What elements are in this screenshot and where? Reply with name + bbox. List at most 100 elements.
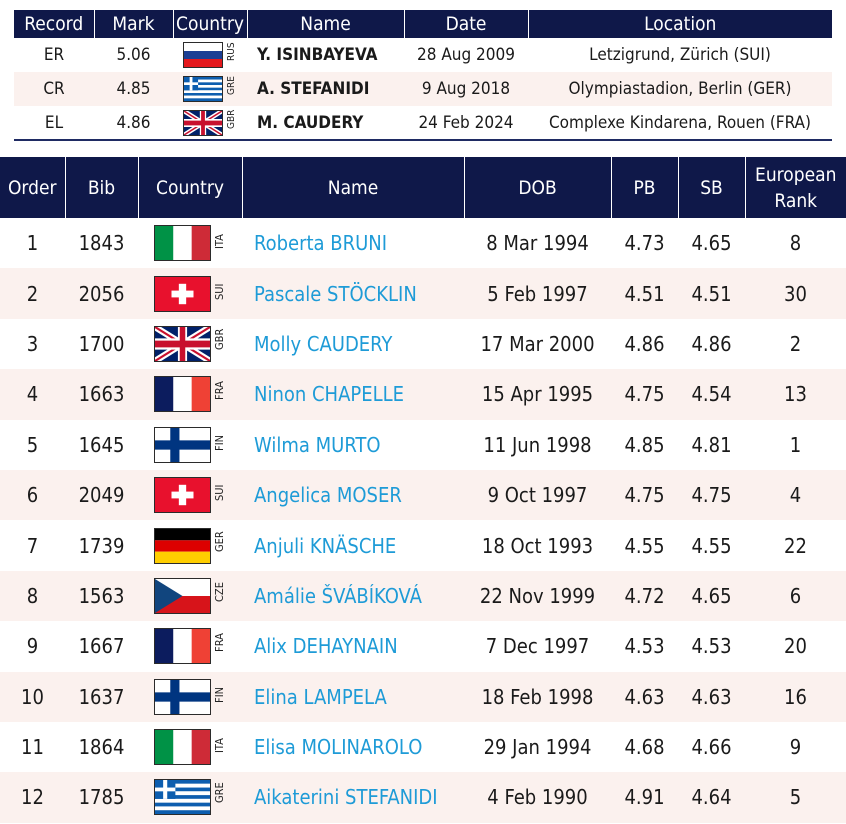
athlete-row: 10 1637 FIN Elina LAMPELA 18 Feb 1998 4.… xyxy=(0,671,846,722)
record-type: CR xyxy=(14,72,94,106)
athlete-order: 5 xyxy=(26,432,39,457)
record-location: Letzigrund, Zürich (SUI) xyxy=(589,45,771,65)
athlete-order: 2 xyxy=(0,268,65,319)
athlete-name-link[interactable]: Wilma MURTO xyxy=(254,432,381,457)
ger-flag-icon xyxy=(154,527,211,564)
rus-flag-icon xyxy=(182,42,223,68)
athlete-bib: 1645 xyxy=(78,432,125,457)
gre-flag-icon xyxy=(154,779,211,816)
athlete-row: 2 2056 SUI Pascale STÖCKLIN 5 Feb 1997 4… xyxy=(0,268,846,319)
athlete-order: 3 xyxy=(26,331,39,356)
athlete-name-link[interactable]: Pascale STÖCKLIN xyxy=(242,268,464,319)
header-country: Country xyxy=(138,157,243,218)
ita-flag-icon xyxy=(154,729,211,766)
ita-flag-icon xyxy=(154,225,211,262)
sui-flag-icon xyxy=(154,275,211,312)
fin-flag-icon xyxy=(154,426,211,463)
athlete-order: 11 xyxy=(21,735,44,760)
sui-flag-icon xyxy=(154,477,211,514)
athlete-pb: 4.86 xyxy=(624,331,665,356)
athlete-order: 8 xyxy=(0,570,65,622)
athlete-sb: 4.66 xyxy=(691,735,732,760)
country-code: FRA xyxy=(213,633,226,653)
record-country: GBR xyxy=(173,106,247,141)
athlete-pb: 4.75 xyxy=(611,469,678,521)
fra-flag-icon xyxy=(154,376,211,413)
header-dob: DOB xyxy=(464,157,612,218)
athlete-dob: 17 Mar 2000 xyxy=(480,331,595,356)
athlete-country: GBR xyxy=(138,319,242,369)
record-holder-name: A. STEFANIDI xyxy=(247,72,404,106)
athlete-name-link[interactable]: Anjuli KNÄSCHE xyxy=(254,533,397,558)
record-location: Olympiastadion, Berlin (GER) xyxy=(528,72,832,106)
record-row: ER 5.06 RUS Y. ISINBAYEVA 28 Aug 2009 Le… xyxy=(14,38,832,72)
athlete-name-link[interactable]: Elina LAMPELA xyxy=(242,671,464,722)
athlete-country: SUI xyxy=(138,268,242,319)
athlete-name-link[interactable]: Angelica MOSER xyxy=(242,469,464,521)
country-code: FRA xyxy=(213,381,226,401)
athlete-european-rank: 8 xyxy=(789,231,802,256)
athlete-country: CZE xyxy=(138,570,242,622)
fra-flag-icon xyxy=(154,628,211,665)
athlete-row: 7 1739 GER Anjuli KNÄSCHE 18 Oct 1993 4.… xyxy=(0,520,846,570)
records-header-row: Record Mark Country Name Date Location xyxy=(14,10,832,38)
startlist-table: Order Bib Country Name DOB PB SB Europea… xyxy=(0,157,846,823)
country-code: GRE xyxy=(225,76,237,95)
athlete-dob: 18 Oct 1993 xyxy=(481,533,594,558)
athlete-name-link[interactable]: Alix DEHAYNAIN xyxy=(254,634,398,659)
athlete-row: 8 1563 CZE Amálie ŠVÁBÍKOVÁ 22 Nov 1999 … xyxy=(0,570,846,622)
athlete-order: 7 xyxy=(26,533,39,558)
athlete-bib: 1843 xyxy=(78,231,125,256)
records-header-record: Record xyxy=(14,10,95,38)
athlete-european-rank: 16 xyxy=(745,671,846,722)
ita-flag-icon xyxy=(154,225,211,262)
header-order: Order xyxy=(0,157,66,218)
athlete-row: 6 2049 SUI Angelica MOSER 9 Oct 1997 4.7… xyxy=(0,469,846,521)
athlete-sb: 4.55 xyxy=(691,533,732,558)
athlete-pb: 4.55 xyxy=(624,533,665,558)
athlete-name-link[interactable]: Elisa MOLINAROLO xyxy=(254,735,423,760)
athlete-sb: 4.65 xyxy=(678,570,745,622)
athlete-european-rank: 5 xyxy=(745,772,846,823)
fra-flag-icon xyxy=(154,628,211,665)
startlist-header-row: Order Bib Country Name DOB PB SB Europea… xyxy=(0,157,846,218)
header-pb: PB xyxy=(611,157,679,218)
athlete-bib: 1637 xyxy=(65,671,138,722)
athlete-order: 4 xyxy=(0,369,65,420)
athlete-sb: 4.75 xyxy=(678,469,745,521)
athlete-name-link[interactable]: Amálie ŠVÁBÍKOVÁ xyxy=(242,570,464,622)
record-type: ER xyxy=(43,45,65,65)
athlete-sb: 4.53 xyxy=(691,634,732,659)
athlete-row: 4 1663 FRA Ninon CHAPELLE 15 Apr 1995 4.… xyxy=(0,369,846,420)
gre-flag-icon xyxy=(154,779,211,816)
record-type: EL xyxy=(14,106,94,141)
athlete-pb: 4.53 xyxy=(624,634,665,659)
athlete-name-link[interactable]: Aikaterini STEFANIDI xyxy=(242,772,464,823)
ger-flag-icon xyxy=(154,527,211,564)
gre-flag-icon xyxy=(182,76,223,102)
athlete-order: 1 xyxy=(26,231,39,256)
athlete-pb: 4.85 xyxy=(624,432,665,457)
country-code: ITA xyxy=(213,234,226,250)
gbr-flag-icon xyxy=(182,109,223,136)
athlete-bib: 2056 xyxy=(65,268,138,319)
gbr-flag-icon xyxy=(182,109,223,136)
athlete-pb: 4.72 xyxy=(611,570,678,622)
header-bib: Bib xyxy=(65,157,139,218)
header-sb: SB xyxy=(678,157,746,218)
record-holder-name: Y. ISINBAYEVA xyxy=(257,45,378,65)
athlete-name-link[interactable]: Ninon CHAPELLE xyxy=(242,369,464,420)
athlete-order: 9 xyxy=(26,634,39,659)
athlete-country: SUI xyxy=(138,469,242,521)
records-header-name: Name xyxy=(247,10,405,38)
records-header-country: Country xyxy=(173,10,248,38)
athlete-country: ITA xyxy=(138,722,242,772)
record-mark: 4.85 xyxy=(94,72,173,106)
athlete-bib: 1785 xyxy=(65,772,138,823)
athlete-sb: 4.65 xyxy=(691,231,732,256)
athlete-name-link[interactable]: Roberta BRUNI xyxy=(254,231,388,256)
athlete-name-link[interactable]: Molly CAUDERY xyxy=(254,331,393,356)
country-code: FIN xyxy=(213,434,226,451)
athlete-order: 10 xyxy=(0,671,65,722)
athlete-country: GRE xyxy=(138,772,242,823)
